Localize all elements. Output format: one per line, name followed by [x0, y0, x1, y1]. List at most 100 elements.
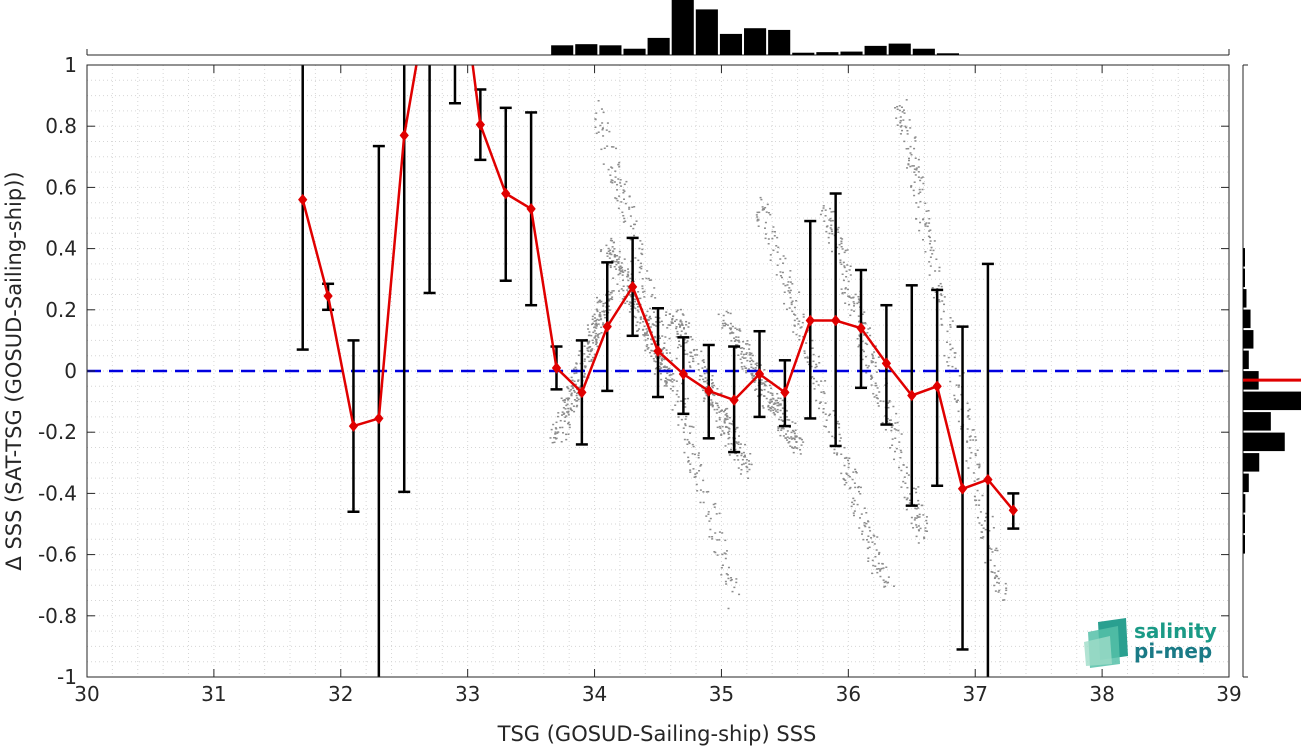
scatter-point: [737, 443, 740, 445]
scatter-point: [602, 322, 605, 324]
scatter-point: [852, 305, 855, 307]
scatter-point: [589, 349, 592, 351]
scatter-point: [790, 301, 793, 304]
scatter-point: [976, 449, 979, 451]
scatter-point: [735, 347, 738, 349]
scatter-point: [905, 148, 908, 150]
scatter-point: [779, 403, 782, 405]
scatter-point: [634, 316, 637, 319]
scatter-point: [730, 327, 733, 329]
scatter-point: [914, 488, 917, 490]
scatter-point: [737, 467, 740, 469]
scatter-point: [740, 350, 743, 353]
scatter-point: [769, 407, 772, 409]
scatter-point: [676, 400, 679, 403]
scatter-point: [739, 473, 742, 475]
scatter-point: [746, 359, 749, 362]
scatter-point: [746, 340, 749, 342]
scatter-point: [844, 288, 847, 290]
scatter-point: [912, 165, 915, 167]
scatter-point: [886, 402, 889, 404]
scatter-point: [966, 440, 969, 442]
mean-marker: [1008, 504, 1018, 517]
scatter-point: [713, 550, 716, 553]
top-hist-bar: [936, 53, 959, 55]
scatter-point: [919, 179, 922, 182]
scatter-point: [660, 358, 663, 361]
scatter-point: [774, 399, 777, 402]
scatter-point: [772, 406, 775, 409]
scatter-point: [862, 322, 865, 325]
scatter-point: [609, 252, 612, 254]
y-tick-label: 0: [64, 359, 77, 383]
scatter-point: [617, 261, 620, 263]
scatter-point: [773, 230, 776, 233]
scatter-point: [671, 378, 674, 380]
scatter-point: [916, 515, 919, 517]
scatter-point: [843, 291, 846, 294]
scatter-point: [913, 194, 916, 197]
scatter-point: [748, 348, 751, 350]
scatter-point: [955, 400, 958, 402]
scatter-point: [721, 564, 724, 567]
scatter-point: [588, 331, 591, 333]
scatter-point: [873, 543, 876, 545]
scatter-point: [705, 386, 708, 388]
scatter-point: [654, 297, 657, 299]
scatter-point: [646, 348, 649, 350]
scatter-point: [676, 346, 679, 349]
scatter-point: [735, 441, 738, 443]
scatter-point: [552, 423, 555, 426]
scatter-point: [996, 575, 999, 578]
scatter-point: [741, 368, 744, 370]
scatter-point: [876, 402, 879, 404]
scatter-point: [699, 465, 702, 467]
scatter-point: [775, 245, 778, 247]
scatter-point: [591, 356, 594, 359]
scatter-point: [976, 489, 979, 492]
scatter-point: [919, 221, 922, 224]
scatter-point: [826, 225, 829, 227]
scatter-point: [749, 452, 752, 455]
scatter-point: [672, 315, 675, 317]
scatter-point: [617, 273, 620, 276]
scatter-point: [611, 182, 614, 184]
scatter-point: [629, 305, 632, 307]
scatter-point: [900, 451, 903, 454]
scatter-point: [905, 99, 908, 101]
scatter-point: [579, 362, 582, 365]
scatter-point: [838, 440, 841, 442]
scatter-point: [665, 311, 668, 313]
scatter-point: [888, 399, 891, 402]
scatter-point: [629, 277, 632, 280]
scatter-point: [921, 188, 924, 191]
scatter-point: [645, 314, 648, 317]
scatter-point: [600, 148, 603, 151]
scatter-point: [614, 176, 617, 178]
scatter-point: [913, 147, 916, 150]
scatter-point: [693, 476, 696, 478]
scatter-point: [884, 428, 887, 431]
scatter-point: [782, 435, 785, 437]
scatter-point: [595, 342, 598, 344]
scatter-point: [597, 100, 600, 102]
scatter-point: [867, 365, 870, 367]
scatter-point: [734, 339, 737, 341]
scatter-point: [788, 307, 791, 309]
scatter-point: [745, 459, 748, 461]
scatter-point: [791, 421, 794, 423]
scatter-point: [843, 483, 846, 486]
scatter-point: [769, 392, 772, 394]
scatter-point: [859, 517, 862, 519]
scatter-point: [913, 171, 916, 173]
scatter-point: [910, 516, 913, 519]
scatter-point: [592, 342, 595, 344]
scatter-point: [769, 410, 772, 412]
scatter-point: [559, 419, 562, 422]
scatter-point: [724, 417, 727, 420]
scatter-point: [653, 360, 656, 362]
scatter-point: [767, 391, 770, 393]
scatter-point: [846, 264, 849, 266]
scatter-point: [720, 392, 723, 394]
scatter-point: [911, 165, 914, 167]
